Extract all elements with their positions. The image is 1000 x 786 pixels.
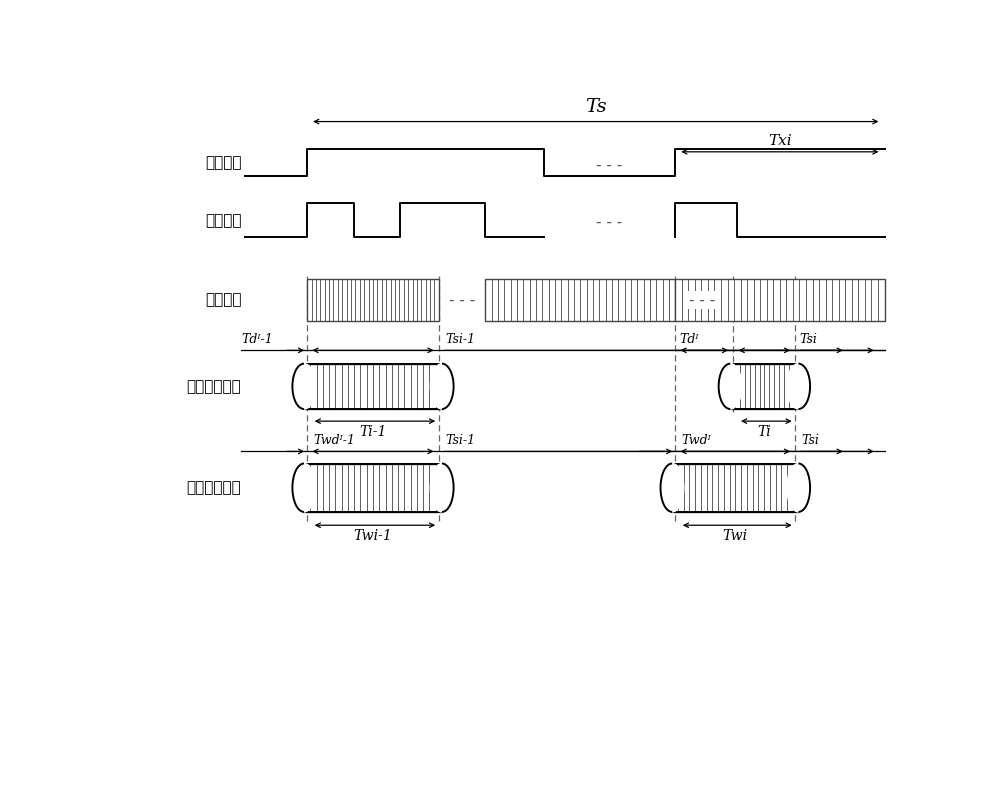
Bar [672,464,798,512]
Text: - - -: - - - [596,215,622,230]
Text: Tdᴵ: Tdᴵ [679,333,699,346]
Ellipse shape [787,364,810,409]
Text: Ts: Ts [585,97,607,116]
Text: 高频脉冲: 高频脉冲 [205,292,241,307]
Bar [304,464,442,512]
Text: Twi: Twi [723,529,748,543]
Text: 被测信号: 被测信号 [205,213,241,228]
Bar [675,279,885,321]
Ellipse shape [787,464,810,512]
Ellipse shape [292,464,316,512]
Text: 采样阀门: 采样阀门 [205,155,241,171]
Text: 完整脉冲计数: 完整脉冲计数 [186,480,241,495]
Ellipse shape [719,364,742,409]
Text: Twi-1: Twi-1 [354,529,392,543]
Text: Txi: Txi [768,134,792,148]
Ellipse shape [292,364,316,409]
Bar [307,279,439,321]
Bar [730,364,798,409]
Text: Tsi-1: Tsi-1 [445,434,475,447]
Text: Ti-1: Ti-1 [359,424,387,439]
Bar [485,279,675,321]
Ellipse shape [430,364,454,409]
Text: Tsi: Tsi [802,434,819,447]
Text: Tdᴵ-1: Tdᴵ-1 [241,333,273,346]
Text: - - -: - - - [689,292,716,307]
Text: Twdᴵ: Twdᴵ [681,434,711,447]
Text: Twdᴵ-1: Twdᴵ-1 [313,434,355,447]
Ellipse shape [661,464,684,512]
Bar [304,364,442,409]
Text: Tsi-1: Tsi-1 [445,333,475,346]
Text: Ti: Ti [758,424,771,439]
Text: - - -: - - - [596,158,622,173]
Text: Tsi: Tsi [799,333,817,346]
Text: - - -: - - - [449,292,475,307]
Text: 局部脉冲计数: 局部脉冲计数 [186,379,241,394]
Ellipse shape [430,464,454,512]
